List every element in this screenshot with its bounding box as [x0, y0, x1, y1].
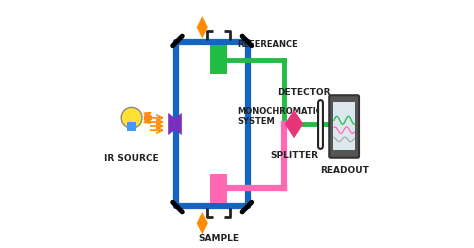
Polygon shape: [197, 16, 208, 38]
Text: IR SOURCE: IR SOURCE: [104, 154, 159, 163]
Text: REFEREANCE: REFEREANCE: [237, 40, 298, 49]
Polygon shape: [197, 212, 208, 234]
Bar: [127, 122, 136, 131]
Text: SPLITTER: SPLITTER: [270, 151, 318, 160]
Bar: [210, 174, 227, 203]
Text: DETECTOR: DETECTOR: [277, 88, 331, 97]
Text: MONOCHROMATIC
SYSTEM: MONOCHROMATIC SYSTEM: [237, 107, 322, 126]
Bar: [333, 102, 355, 150]
Bar: [210, 45, 227, 74]
Circle shape: [121, 107, 142, 128]
Polygon shape: [168, 113, 182, 135]
Polygon shape: [285, 110, 303, 138]
Text: READOUT: READOUT: [319, 166, 369, 175]
Polygon shape: [168, 113, 182, 135]
Text: SAMPLE: SAMPLE: [198, 234, 239, 243]
FancyBboxPatch shape: [329, 95, 359, 158]
